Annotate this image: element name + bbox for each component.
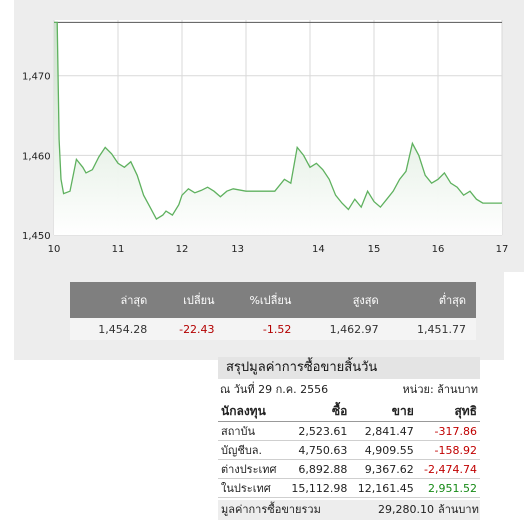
total-unit: ล้านบาท [438, 503, 479, 516]
value-last: 1,454.28 [70, 318, 158, 340]
header-high: สูงสุด [301, 282, 389, 318]
buy-value: 2,523.61 [283, 421, 351, 441]
x-tick-label: 10 [48, 244, 61, 255]
sell-value: 2,841.47 [350, 421, 417, 441]
investor-label: สถาบัน [218, 421, 284, 441]
header-sell: ขาย [350, 401, 417, 422]
header-buy: ซื้อ [283, 401, 351, 422]
summary-unit: หน่วย: ล้านบาท [402, 383, 478, 396]
value-low: 1,451.77 [388, 318, 476, 340]
buy-value: 6,892.88 [283, 459, 351, 479]
table-row: สถาบัน 2,523.61 2,841.47 -317.86 [218, 421, 480, 441]
x-tick-label: 15 [368, 244, 381, 255]
trading-summary: สรุปมูลค่าการซื้อขายสิ้นวัน ณ วันที่ 29 … [218, 357, 480, 520]
sell-value: 9,367.62 [350, 459, 417, 479]
x-tick-label: 13 [231, 244, 244, 255]
x-tick-label: 11 [112, 244, 125, 255]
summary-meta: ณ วันที่ 29 ก.ค. 2556 หน่วย: ล้านบาท [218, 379, 480, 401]
quote-panel: ล่าสุด เปลี่ยน %เปลี่ยน สูงสุด ต่ำสุด 1,… [14, 272, 504, 360]
x-tick-label: 12 [176, 244, 189, 255]
header-pct-change: %เปลี่ยน [224, 282, 302, 318]
index-chart-svg: 1,450 1,460 1,470 10 11 12 13 14 15 16 17 [22, 20, 509, 255]
sell-value: 4,909.55 [350, 440, 417, 460]
header-investor: นักลงทุน [218, 401, 284, 422]
table-row: บัญชีบล. 4,750.63 4,909.55 -158.92 [218, 440, 480, 460]
value-high: 1,462.97 [301, 318, 389, 340]
series-line [54, 21, 502, 221]
summary-date: ณ วันที่ 29 ก.ค. 2556 [220, 383, 329, 396]
buy-value: 4,750.63 [283, 440, 351, 460]
series-area [54, 22, 502, 236]
table-row: ต่างประเทศ 6,892.88 9,367.62 -2,474.74 [218, 459, 480, 479]
net-value: 2,951.52 [416, 478, 480, 498]
net-value: -2,474.74 [416, 459, 480, 479]
y-tick-label: 1,470 [22, 72, 51, 83]
header-change: เปลี่ยน [157, 282, 225, 318]
x-tick-label: 16 [432, 244, 445, 255]
net-value: -158.92 [416, 440, 480, 460]
y-tick-label: 1,460 [22, 151, 51, 162]
x-tick-label: 14 [312, 244, 325, 255]
y-tick-label: 1,450 [22, 231, 51, 242]
quote-header-row: ล่าสุด เปลี่ยน %เปลี่ยน สูงสุด ต่ำสุด [70, 282, 476, 318]
header-low: ต่ำสุด [388, 282, 476, 318]
investor-label: ต่างประเทศ [218, 459, 284, 479]
value-pct-change: -1.52 [224, 318, 302, 340]
x-tick-label: 17 [496, 244, 509, 255]
net-value: -317.86 [416, 421, 480, 441]
investor-label: ในประเทศ [218, 478, 284, 498]
buy-value: 15,112.98 [283, 478, 351, 498]
table-row: ในประเทศ 15,112.98 12,161.45 2,951.52 [218, 478, 480, 498]
summary-table: นักลงทุน ซื้อ ขาย สุทธิ สถาบัน 2,523.61 … [218, 401, 480, 498]
total-label: มูลค่าการซื้อขายรวม [221, 503, 321, 516]
value-change: -22.43 [157, 318, 225, 340]
quote-value-row: 1,454.28 -22.43 -1.52 1,462.97 1,451.77 [70, 318, 476, 340]
total-value: 29,280.10 [378, 503, 434, 516]
quote-table: ล่าสุด เปลี่ยน %เปลี่ยน สูงสุด ต่ำสุด 1,… [70, 282, 476, 340]
index-chart: 1,450 1,460 1,470 10 11 12 13 14 15 16 17 [14, 0, 524, 272]
summary-total-row: มูลค่าการซื้อขายรวม 29,280.10 ล้านบาท [218, 500, 480, 520]
summary-title: สรุปมูลค่าการซื้อขายสิ้นวัน [218, 357, 480, 379]
sell-value: 12,161.45 [350, 478, 417, 498]
investor-label: บัญชีบล. [218, 440, 284, 460]
header-last: ล่าสุด [70, 282, 158, 318]
summary-header-row: นักลงทุน ซื้อ ขาย สุทธิ [218, 401, 480, 422]
header-net: สุทธิ [416, 401, 480, 422]
